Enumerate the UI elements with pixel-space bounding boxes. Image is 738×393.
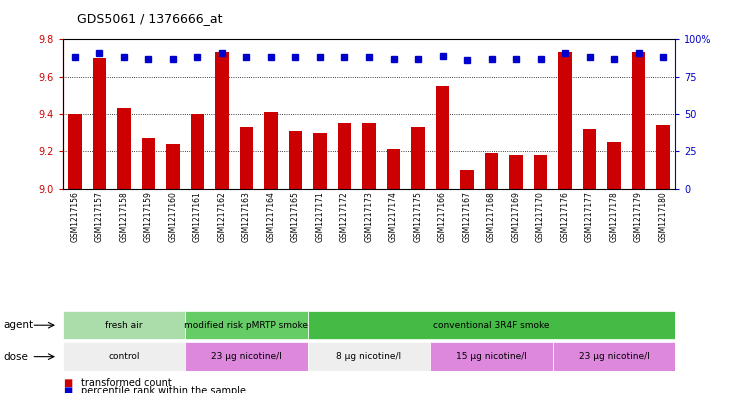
Bar — [411, 127, 425, 189]
Text: 8 μg nicotine/l: 8 μg nicotine/l — [337, 352, 401, 361]
Bar — [607, 142, 621, 189]
Bar — [313, 132, 327, 189]
Text: GSM1217176: GSM1217176 — [561, 191, 570, 242]
Text: GSM1217178: GSM1217178 — [610, 191, 618, 242]
Text: conventional 3R4F smoke: conventional 3R4F smoke — [433, 321, 550, 330]
Text: GSM1217179: GSM1217179 — [634, 191, 643, 242]
Text: GSM1217175: GSM1217175 — [413, 191, 422, 242]
Text: GSM1217160: GSM1217160 — [168, 191, 177, 242]
Text: 23 μg nicotine/l: 23 μg nicotine/l — [211, 352, 282, 361]
Text: GSM1217156: GSM1217156 — [71, 191, 80, 242]
Text: GSM1217170: GSM1217170 — [536, 191, 545, 242]
Bar — [185, 311, 308, 339]
Text: GDS5061 / 1376666_at: GDS5061 / 1376666_at — [77, 12, 223, 25]
Text: fresh air: fresh air — [106, 321, 142, 330]
Text: transformed count: transformed count — [81, 378, 172, 388]
Bar — [435, 86, 449, 189]
Bar — [656, 125, 670, 189]
Bar — [632, 52, 645, 189]
Text: GSM1217159: GSM1217159 — [144, 191, 153, 242]
Text: GSM1217164: GSM1217164 — [266, 191, 275, 242]
Bar — [264, 112, 277, 189]
Bar — [485, 153, 498, 189]
Bar — [553, 342, 675, 371]
Text: GSM1217168: GSM1217168 — [487, 191, 496, 242]
Bar — [68, 114, 82, 189]
Text: percentile rank within the sample: percentile rank within the sample — [81, 386, 246, 393]
Text: GSM1217157: GSM1217157 — [95, 191, 104, 242]
Bar — [387, 149, 400, 189]
Text: GSM1217163: GSM1217163 — [242, 191, 251, 242]
Bar — [63, 342, 185, 371]
Bar — [215, 52, 229, 189]
Text: control: control — [108, 352, 139, 361]
Text: GSM1217173: GSM1217173 — [365, 191, 373, 242]
Text: GSM1217161: GSM1217161 — [193, 191, 202, 242]
Text: GSM1217169: GSM1217169 — [511, 191, 520, 242]
Text: GSM1217158: GSM1217158 — [120, 191, 128, 242]
Text: 23 μg nicotine/l: 23 μg nicotine/l — [579, 352, 649, 361]
Bar — [308, 311, 675, 339]
Text: GSM1217171: GSM1217171 — [316, 191, 325, 242]
Bar — [93, 58, 106, 189]
Bar — [558, 52, 572, 189]
Text: GSM1217166: GSM1217166 — [438, 191, 447, 242]
Text: 15 μg nicotine/l: 15 μg nicotine/l — [456, 352, 527, 361]
Text: ■: ■ — [63, 378, 72, 388]
Bar — [190, 114, 204, 189]
Bar — [166, 144, 180, 189]
Bar — [583, 129, 596, 189]
Bar — [240, 127, 253, 189]
Bar — [430, 342, 553, 371]
Text: GSM1217174: GSM1217174 — [389, 191, 398, 242]
Bar — [308, 342, 430, 371]
Bar — [534, 155, 548, 189]
Bar — [142, 138, 155, 189]
Text: GSM1217172: GSM1217172 — [340, 191, 349, 242]
Bar — [362, 123, 376, 189]
Text: GSM1217167: GSM1217167 — [463, 191, 472, 242]
Bar — [63, 311, 185, 339]
Text: ■: ■ — [63, 386, 72, 393]
Text: GSM1217180: GSM1217180 — [658, 191, 667, 242]
Text: GSM1217177: GSM1217177 — [585, 191, 594, 242]
Bar — [461, 170, 474, 189]
Bar — [117, 108, 131, 189]
Text: GSM1217162: GSM1217162 — [218, 191, 227, 242]
Text: agent: agent — [4, 320, 34, 330]
Text: dose: dose — [4, 352, 29, 362]
Bar — [185, 342, 308, 371]
Text: modified risk pMRTP smoke: modified risk pMRTP smoke — [184, 321, 308, 330]
Bar — [289, 131, 303, 189]
Bar — [338, 123, 351, 189]
Bar — [509, 155, 523, 189]
Text: GSM1217165: GSM1217165 — [291, 191, 300, 242]
